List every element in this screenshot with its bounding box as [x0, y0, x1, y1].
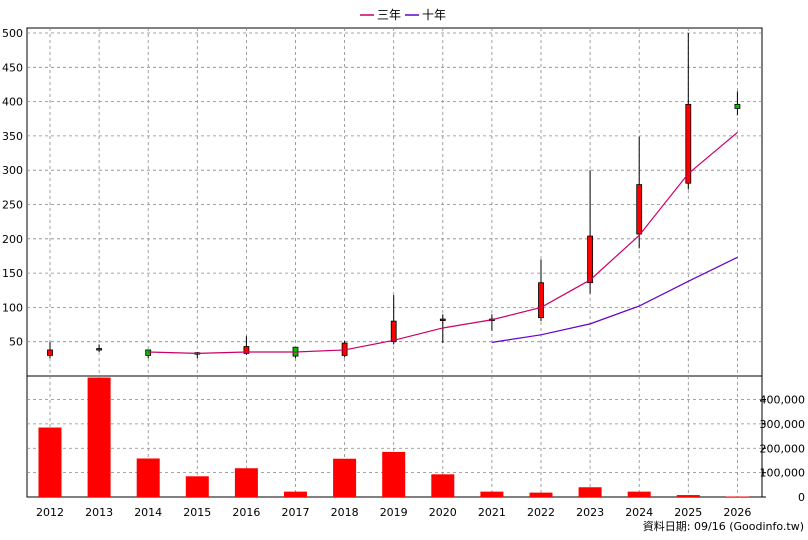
price-tick-label: 150: [2, 267, 23, 280]
moving-average-lines: [148, 132, 738, 354]
price-tick-label: 400: [2, 96, 23, 109]
grid: [27, 28, 762, 497]
price-tick-label: 450: [2, 61, 23, 74]
legend-label-three-year: 三年: [377, 8, 401, 22]
volume-bar: [38, 427, 62, 497]
volume-bar: [87, 377, 111, 497]
volume-bar: [725, 496, 749, 498]
candle-body: [734, 103, 741, 109]
series-line: [148, 132, 738, 354]
volume-bar: [382, 451, 406, 497]
candle-body: [243, 346, 250, 354]
volume-bar: [480, 491, 504, 497]
x-tick-label: 2023: [576, 506, 604, 519]
price-tick-label: 250: [2, 199, 23, 212]
x-tick-label: 2014: [134, 506, 162, 519]
volume-tick-label: 200,000: [760, 442, 806, 455]
volume-bars: [38, 377, 749, 498]
x-tick-label: 2020: [429, 506, 457, 519]
volume-tick-label: 300,000: [760, 418, 806, 431]
candle-body: [587, 235, 593, 284]
volume-bar: [578, 487, 602, 497]
volume-bar: [529, 492, 553, 497]
candle-body: [439, 318, 446, 321]
volume-bar: [333, 458, 357, 497]
volume-tick-label: 0: [798, 491, 805, 504]
volume-bar: [136, 458, 160, 497]
candle-body: [145, 349, 152, 356]
legend: 三年 十年: [360, 8, 446, 22]
series-line: [491, 256, 738, 343]
volume-bar: [627, 491, 651, 497]
volume-bar: [676, 495, 700, 497]
candle-body: [390, 320, 397, 343]
candle-body: [538, 282, 544, 319]
x-tick-label: 2024: [625, 506, 653, 519]
x-tick-label: 2021: [478, 506, 506, 519]
x-tick-label: 2019: [380, 506, 408, 519]
candle-body: [636, 184, 643, 235]
x-tick-label: 2026: [723, 506, 751, 519]
price-tick-label: 50: [9, 336, 23, 349]
volume-axis: 0 100,000 200,000 300,000 400,000: [760, 394, 806, 505]
x-tick-label: 2018: [331, 506, 359, 519]
legend-label-ten-year: 十年: [422, 8, 446, 22]
x-tick-label: 2016: [232, 506, 260, 519]
x-tick-label: 2012: [36, 506, 64, 519]
volume-bar: [431, 474, 455, 497]
price-tick-label: 500: [2, 27, 23, 40]
price-tick-label: 200: [2, 233, 23, 246]
candle-body: [685, 103, 692, 184]
candle-body: [96, 348, 102, 351]
x-tick-label: 2015: [183, 506, 211, 519]
x-axis: 2012 2013 2014 2015 2016 2017 2018 2019 2020 2021…: [36, 506, 751, 519]
price-axis: 50 100 150 200 250 300 350 400 450 500: [2, 27, 23, 349]
x-tick-label: 2017: [282, 506, 310, 519]
price-tick-label: 350: [2, 130, 23, 143]
volume-bar: [284, 491, 307, 497]
x-tick-label: 2025: [674, 506, 702, 519]
candle-body: [47, 349, 53, 356]
x-tick-label: 2013: [85, 506, 113, 519]
volume-tick-label: 100,000: [760, 467, 806, 480]
source-label: 資料日期: 09/16 (Goodinfo.tw): [643, 519, 804, 533]
volume-bar: [234, 468, 258, 497]
candles: [47, 33, 741, 359]
price-tick-label: 300: [2, 164, 23, 177]
volume-tick-label: 400,000: [760, 394, 806, 407]
price-tick-label: 100: [2, 301, 23, 314]
x-tick-label: 2022: [527, 506, 555, 519]
volume-bar: [185, 476, 209, 497]
